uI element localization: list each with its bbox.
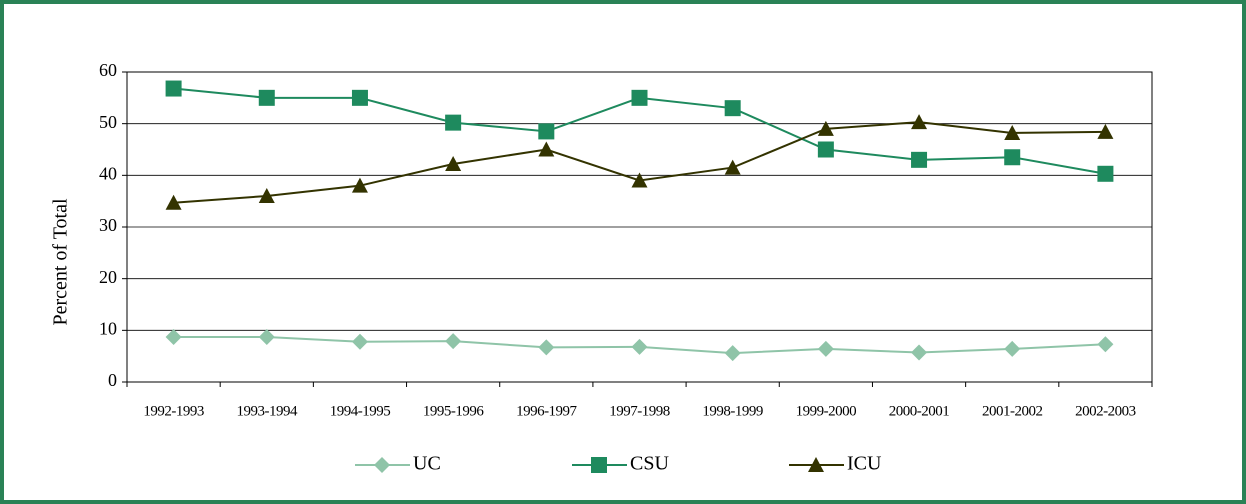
marker (817, 141, 834, 158)
x-tick-label: 1993-1994 (237, 403, 298, 419)
marker (724, 345, 741, 362)
x-tick-label: 1999-2000 (796, 403, 857, 419)
marker (165, 80, 182, 97)
x-tick-label: 1994-1995 (330, 403, 391, 419)
marker (351, 177, 368, 193)
marker (631, 172, 648, 188)
marker (1004, 124, 1021, 140)
marker (258, 188, 275, 203)
x-tick-label: 1996-1997 (516, 403, 577, 419)
marker (911, 344, 928, 361)
x-tick-label: 2001-2002 (982, 403, 1043, 419)
y-tick-label: 20 (99, 267, 117, 287)
marker (911, 151, 928, 168)
legend-marker (374, 457, 390, 473)
marker (538, 141, 555, 157)
x-tick-label: 2002-2003 (1075, 403, 1136, 419)
y-tick-label: 60 (99, 60, 117, 80)
x-tick-label: 1997-1998 (609, 403, 670, 419)
y-tick-label: 30 (99, 215, 117, 235)
marker (631, 89, 648, 106)
y-tick-label: 10 (99, 318, 117, 338)
legend-marker (808, 457, 824, 472)
legend-marker (591, 457, 607, 473)
x-tick-label: 1998-1999 (702, 403, 763, 419)
marker (165, 194, 182, 210)
marker (445, 155, 462, 171)
x-tick-label: 2000-2001 (889, 403, 950, 419)
marker (817, 340, 834, 357)
y-tick-label: 50 (99, 112, 117, 132)
marker (538, 123, 555, 140)
marker (165, 329, 182, 346)
marker (631, 338, 648, 355)
marker (724, 100, 741, 117)
marker (1004, 340, 1021, 357)
marker (1004, 149, 1021, 166)
y-tick-label: 0 (108, 370, 117, 390)
marker (1097, 165, 1114, 182)
marker (351, 89, 368, 106)
legend-label: ICU (847, 453, 882, 475)
legend-label: UC (413, 453, 441, 475)
x-tick-label: 1992-1993 (143, 403, 204, 419)
marker (445, 114, 462, 131)
marker (445, 333, 462, 350)
y-axis-label: Percent of Total (50, 198, 72, 326)
marker (538, 339, 555, 356)
marker (351, 333, 368, 350)
marker (817, 120, 834, 136)
marker (724, 159, 741, 175)
x-tick-label: 1995-1996 (423, 403, 484, 419)
marker (258, 89, 275, 106)
y-tick-label: 40 (99, 163, 117, 183)
plot-area (126, 71, 1153, 383)
marker (258, 329, 275, 346)
marker (911, 114, 928, 130)
marker (1097, 123, 1114, 139)
legend-label: CSU (630, 453, 669, 475)
marker (1097, 336, 1114, 353)
